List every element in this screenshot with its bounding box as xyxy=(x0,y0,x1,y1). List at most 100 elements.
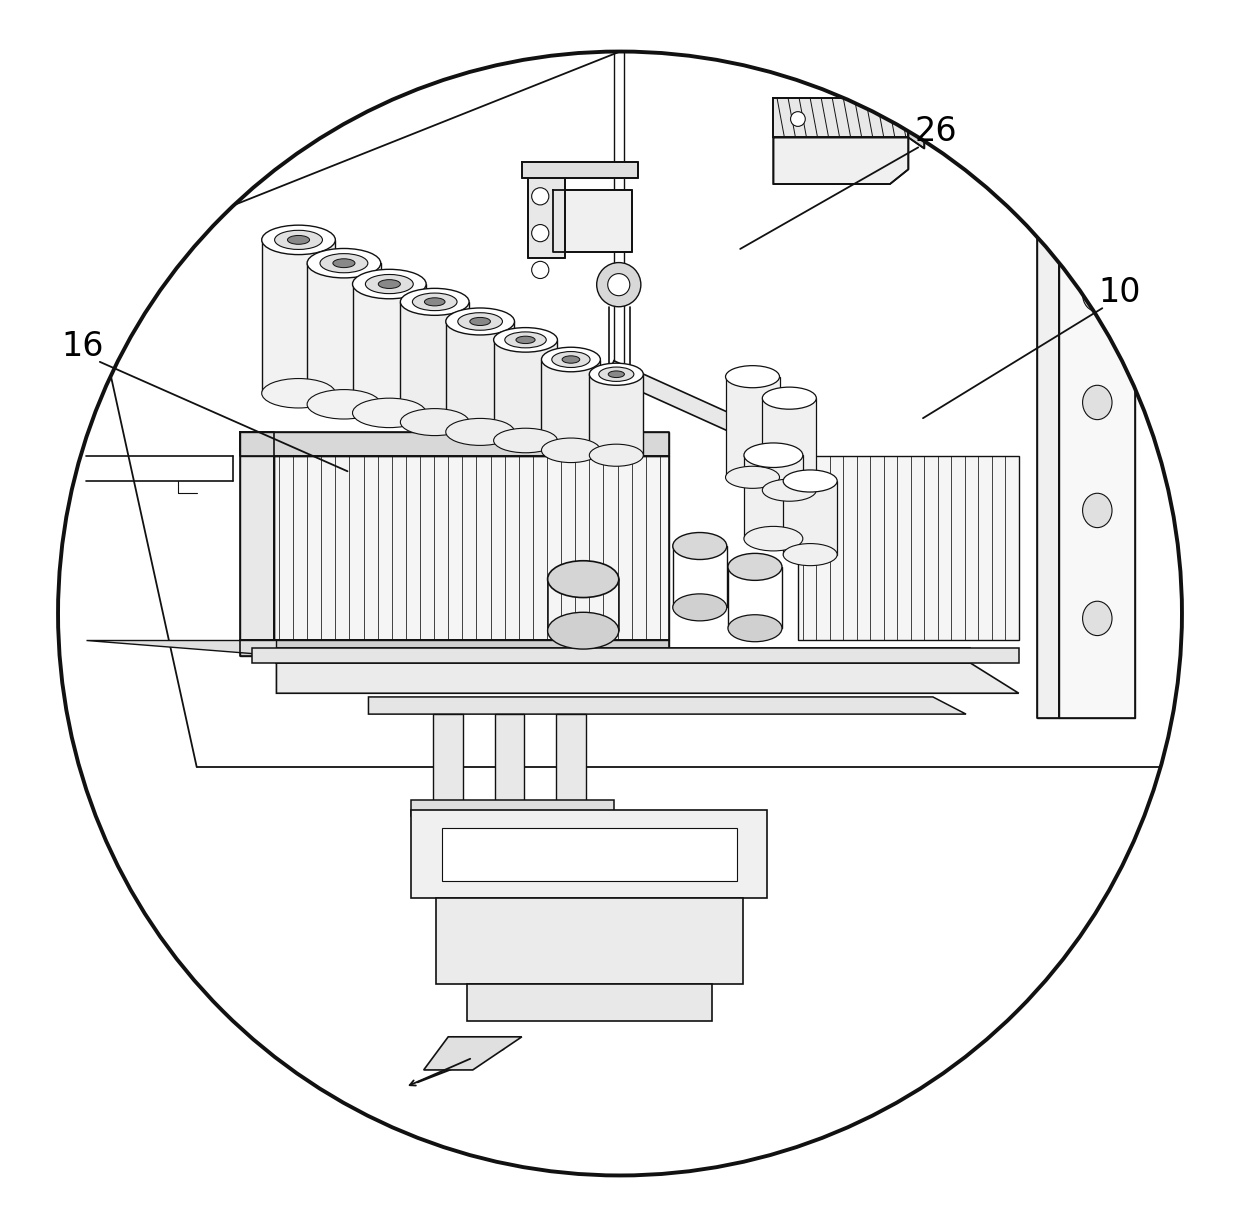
Ellipse shape xyxy=(288,236,310,244)
Polygon shape xyxy=(797,456,1019,640)
Ellipse shape xyxy=(401,409,469,436)
Text: 26: 26 xyxy=(914,115,956,147)
Ellipse shape xyxy=(1065,217,1095,229)
Circle shape xyxy=(58,52,1182,1175)
Circle shape xyxy=(791,112,805,126)
Polygon shape xyxy=(412,810,768,898)
Ellipse shape xyxy=(548,612,619,649)
Ellipse shape xyxy=(673,533,727,560)
Polygon shape xyxy=(277,648,970,663)
Circle shape xyxy=(532,188,549,205)
Ellipse shape xyxy=(548,561,619,598)
Circle shape xyxy=(596,263,641,307)
Ellipse shape xyxy=(262,226,335,255)
Polygon shape xyxy=(1019,169,1182,309)
Polygon shape xyxy=(608,361,780,452)
Polygon shape xyxy=(589,374,644,455)
Ellipse shape xyxy=(352,398,427,428)
Polygon shape xyxy=(522,162,639,178)
Polygon shape xyxy=(1037,190,1059,718)
Polygon shape xyxy=(542,360,600,450)
Polygon shape xyxy=(277,663,1019,693)
Polygon shape xyxy=(763,399,816,490)
Ellipse shape xyxy=(494,328,558,352)
Ellipse shape xyxy=(401,288,469,315)
Ellipse shape xyxy=(413,293,458,310)
Ellipse shape xyxy=(308,390,381,420)
Ellipse shape xyxy=(445,308,515,335)
Polygon shape xyxy=(239,432,670,456)
Ellipse shape xyxy=(366,275,413,293)
Polygon shape xyxy=(436,898,743,984)
Circle shape xyxy=(608,274,630,296)
Polygon shape xyxy=(87,640,277,655)
Circle shape xyxy=(532,261,549,279)
Polygon shape xyxy=(368,697,966,714)
Circle shape xyxy=(532,225,549,242)
Ellipse shape xyxy=(458,313,502,330)
Polygon shape xyxy=(262,240,335,393)
Text: 16: 16 xyxy=(61,330,104,362)
Ellipse shape xyxy=(1083,601,1112,636)
Ellipse shape xyxy=(1083,385,1112,420)
Ellipse shape xyxy=(728,615,782,642)
Ellipse shape xyxy=(744,526,802,551)
Ellipse shape xyxy=(589,444,644,466)
Ellipse shape xyxy=(332,259,355,267)
Polygon shape xyxy=(528,166,564,258)
Ellipse shape xyxy=(445,418,515,445)
Polygon shape xyxy=(553,190,632,252)
Ellipse shape xyxy=(320,254,368,272)
Ellipse shape xyxy=(378,280,401,288)
Polygon shape xyxy=(445,321,515,432)
Polygon shape xyxy=(412,800,614,816)
Polygon shape xyxy=(424,1037,522,1070)
Ellipse shape xyxy=(542,347,600,372)
Ellipse shape xyxy=(562,356,580,363)
Polygon shape xyxy=(494,340,558,440)
Ellipse shape xyxy=(552,351,590,368)
Ellipse shape xyxy=(728,553,782,580)
Ellipse shape xyxy=(784,544,837,566)
Polygon shape xyxy=(495,714,525,804)
Ellipse shape xyxy=(725,466,780,488)
Polygon shape xyxy=(274,456,670,640)
Ellipse shape xyxy=(1083,493,1112,528)
Polygon shape xyxy=(909,98,924,148)
Polygon shape xyxy=(1019,190,1182,337)
Ellipse shape xyxy=(784,470,837,492)
Ellipse shape xyxy=(1083,277,1112,312)
Ellipse shape xyxy=(262,378,335,409)
Polygon shape xyxy=(774,98,909,137)
Ellipse shape xyxy=(542,438,600,463)
Ellipse shape xyxy=(609,371,625,378)
Polygon shape xyxy=(434,714,463,804)
Ellipse shape xyxy=(424,298,445,306)
Ellipse shape xyxy=(725,366,780,388)
Polygon shape xyxy=(352,285,427,412)
Polygon shape xyxy=(401,302,469,422)
Ellipse shape xyxy=(470,318,491,325)
Ellipse shape xyxy=(744,443,802,467)
Ellipse shape xyxy=(673,594,727,621)
Ellipse shape xyxy=(494,428,558,453)
Polygon shape xyxy=(557,714,585,804)
Polygon shape xyxy=(725,377,780,477)
Ellipse shape xyxy=(352,270,427,299)
Polygon shape xyxy=(1059,202,1136,718)
Polygon shape xyxy=(239,640,670,656)
Polygon shape xyxy=(252,648,1019,663)
Polygon shape xyxy=(239,432,274,640)
Ellipse shape xyxy=(274,231,322,249)
Ellipse shape xyxy=(599,367,634,382)
Polygon shape xyxy=(744,455,802,539)
Ellipse shape xyxy=(516,336,536,344)
Ellipse shape xyxy=(589,363,644,385)
Ellipse shape xyxy=(763,479,816,501)
Ellipse shape xyxy=(505,331,547,348)
Ellipse shape xyxy=(308,248,381,279)
Text: 10: 10 xyxy=(1099,276,1141,308)
Polygon shape xyxy=(466,984,712,1021)
Polygon shape xyxy=(784,481,837,555)
Polygon shape xyxy=(774,137,909,184)
